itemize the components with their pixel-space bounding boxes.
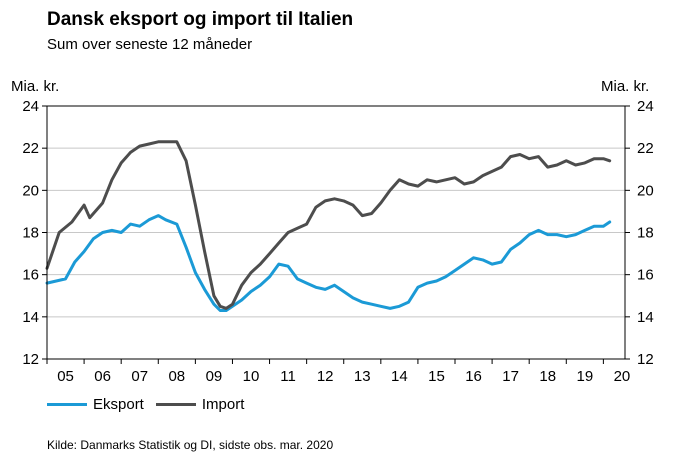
y-tick-label-left-20: 20 — [22, 182, 39, 199]
legend: Eksport Import — [47, 394, 256, 414]
legend-item-export: Eksport — [47, 396, 144, 413]
y-tick-label-left-24: 24 — [22, 98, 39, 115]
y-axis-unit-right: Mia. kr. — [601, 78, 650, 95]
x-tick-label-14: 14 — [391, 368, 408, 385]
legend-swatch-export — [47, 402, 87, 406]
x-tick-label-10: 10 — [243, 368, 260, 385]
x-tick-label-05: 05 — [57, 368, 74, 385]
y-tick-label-right-12: 12 — [637, 351, 654, 368]
y-tick-label-left-12: 12 — [22, 351, 39, 368]
y-tick-label-left-14: 14 — [22, 309, 39, 326]
series-line-import — [45, 140, 612, 310]
x-tick-label-20: 20 — [614, 368, 631, 385]
y-tick-label-right-18: 18 — [637, 225, 654, 242]
y-tick-label-right-22: 22 — [637, 140, 654, 157]
y-tick-label-right-14: 14 — [637, 309, 654, 326]
legend-swatch-import — [155, 402, 196, 406]
x-tick-label-15: 15 — [428, 368, 445, 385]
source-note: Kilde: Danmarks Statistik og DI, sidste … — [47, 438, 334, 452]
x-tick-label-18: 18 — [539, 368, 556, 385]
x-tick-label-06: 06 — [94, 368, 111, 385]
legend-label-export: Eksport — [93, 395, 144, 413]
x-tick-label-12: 12 — [317, 368, 334, 385]
series-line-eksport — [45, 214, 612, 312]
y-tick-label-left-22: 22 — [22, 140, 39, 157]
gridlines — [47, 147, 625, 318]
x-tick-label-16: 16 — [465, 368, 482, 385]
x-tick-label-07: 07 — [131, 368, 148, 385]
y-tick-label-left-18: 18 — [22, 225, 39, 242]
y-tick-label-right-16: 16 — [637, 267, 654, 284]
x-tick-label-19: 19 — [576, 368, 593, 385]
x-tick-label-08: 08 — [168, 368, 185, 385]
x-tick-label-13: 13 — [354, 368, 371, 385]
axis-ticks: 12 12 14 14 16 16 18 18 20 20 22 22 24 24 05 06 07 08 09 10… — [22, 98, 653, 385]
chart-subtitle: Sum over seneste 12 måneder — [47, 36, 253, 53]
y-tick-label-right-24: 24 — [637, 98, 654, 115]
y-axis-unit-left: Mia. kr. — [11, 78, 60, 95]
y-tick-label-right-20: 20 — [637, 182, 654, 199]
x-tick-label-17: 17 — [502, 368, 519, 385]
legend-item-import: Import — [155, 395, 245, 413]
x-tick-label-11: 11 — [280, 368, 296, 385]
chart-title: Dansk eksport og import til Italien — [47, 9, 354, 30]
legend-label-import: Import — [201, 395, 245, 413]
data-series — [45, 140, 612, 312]
y-tick-label-left-16: 16 — [22, 267, 39, 284]
x-tick-label-09: 09 — [206, 368, 223, 385]
